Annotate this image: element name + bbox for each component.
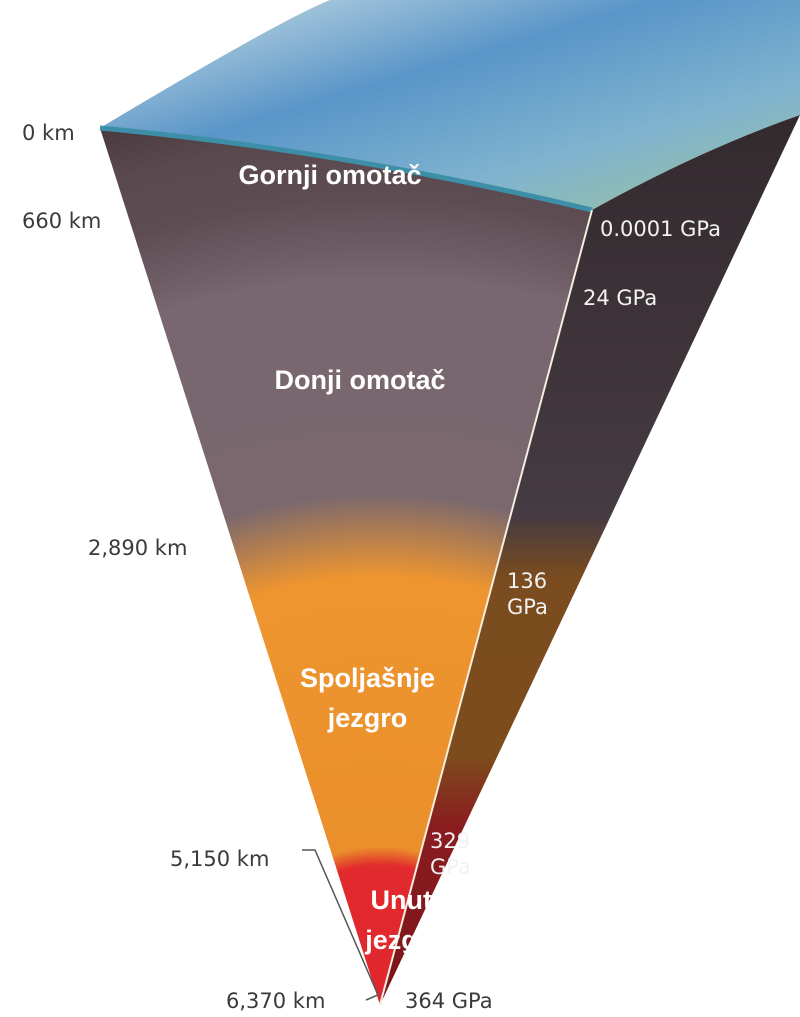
depth-label: 0 km	[22, 120, 75, 146]
pressure-label: 329 GPa	[430, 828, 490, 880]
pressure-label: 364 GPa	[405, 988, 493, 1014]
depth-label: 5,150 km	[170, 846, 269, 872]
pressure-label: 24 GPa	[583, 285, 783, 311]
diagram: 0 km 660 km 2,890 km 5,150 km 6,370 km 0…	[0, 0, 800, 1017]
layer-label: Gornji omotač	[180, 155, 480, 195]
earth-wedge	[0, 0, 800, 1017]
layer-label: Donji omotač	[210, 360, 510, 400]
depth-label: 6,370 km	[226, 988, 325, 1014]
depth-label: 660 km	[22, 208, 101, 234]
pressure-label: 0.0001 GPa	[600, 216, 800, 242]
layer-label: Spoljašnje jezgro	[285, 658, 450, 738]
depth-label: 2,890 km	[88, 535, 187, 561]
layer-label: Unut. jezgro	[350, 880, 460, 960]
pressure-label: 136 GPa	[507, 568, 567, 620]
